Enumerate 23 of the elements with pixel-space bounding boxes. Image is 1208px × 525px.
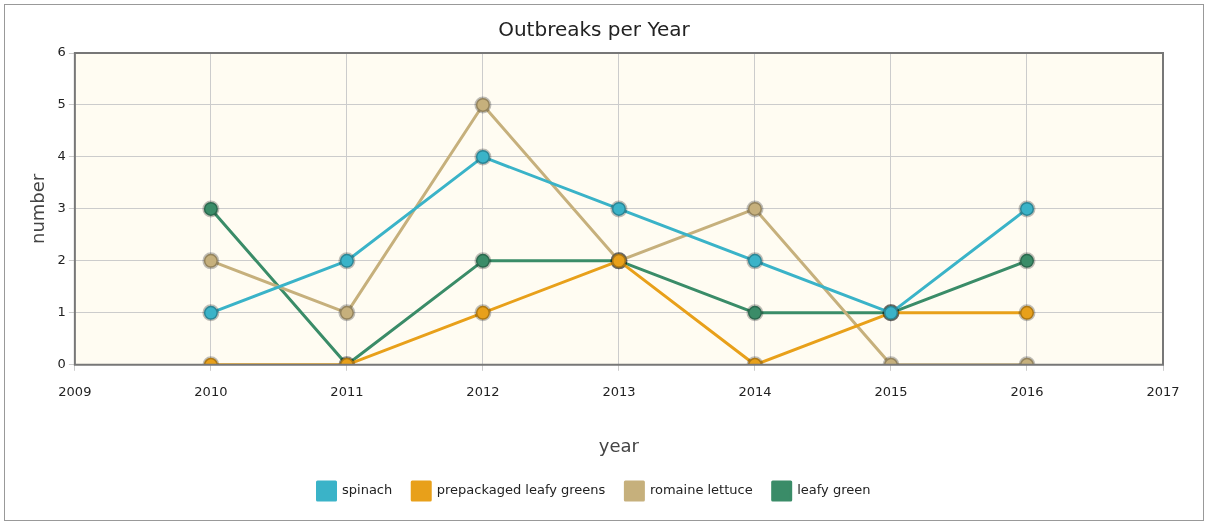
legend-label: spinach <box>342 482 393 498</box>
legend-label: leafy green <box>797 482 871 498</box>
y-tick-label: 3 <box>57 200 66 216</box>
x-axis-title: year <box>598 434 640 456</box>
y-axis-title: number <box>27 173 49 245</box>
y-tick-label: 4 <box>57 148 66 164</box>
x-tick-label: 2009 <box>58 383 92 399</box>
y-tick-label: 6 <box>57 44 66 60</box>
x-tick-label: 2012 <box>466 383 500 399</box>
y-tick-label: 5 <box>57 96 66 112</box>
legend-label: prepackaged leafy greens <box>436 482 606 498</box>
x-tick-label: 2011 <box>330 383 364 399</box>
chart-title: Outbreaks per Year <box>498 17 691 42</box>
x-tick-label: 2017 <box>1146 383 1180 399</box>
x-tick-label: 2015 <box>874 383 908 399</box>
x-tick-label: 2013 <box>602 383 636 399</box>
y-tick-label: 1 <box>57 304 66 320</box>
y-tick-label: 2 <box>57 252 66 268</box>
legend-label: romaine lettuce <box>649 482 753 498</box>
x-tick-label: 2016 <box>1010 383 1044 399</box>
y-tick-label: 0 <box>57 356 66 372</box>
x-tick-label: 2014 <box>738 383 772 399</box>
x-tick-label: 2010 <box>194 383 228 399</box>
